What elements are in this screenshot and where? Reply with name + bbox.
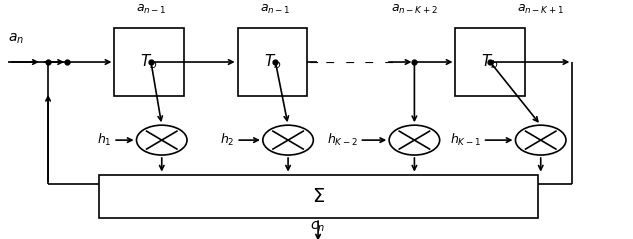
Text: $a_n$: $a_n$	[8, 32, 24, 46]
Ellipse shape	[263, 125, 313, 155]
Text: $-\ -\ -\ -\ -$: $-\ -\ -\ -\ -$	[308, 55, 394, 69]
Text: $c_n$: $c_n$	[310, 220, 325, 234]
Text: $a_{n-1}$: $a_{n-1}$	[135, 3, 166, 16]
Ellipse shape	[515, 125, 566, 155]
Text: $a_{n-K+2}$: $a_{n-K+2}$	[391, 3, 438, 16]
Bar	[99, 174, 537, 218]
Text: $T_b$: $T_b$	[263, 53, 281, 71]
Text: $h_2$: $h_2$	[220, 132, 234, 148]
Text: $h_{K-2}$: $h_{K-2}$	[327, 132, 358, 148]
Text: $T_b$: $T_b$	[482, 53, 499, 71]
Bar	[456, 27, 525, 97]
Text: $a_{n-1}$: $a_{n-1}$	[260, 3, 291, 16]
Text: $T_b$: $T_b$	[141, 53, 158, 71]
Text: $\Sigma$: $\Sigma$	[311, 187, 325, 206]
Text: $h_1$: $h_1$	[97, 132, 111, 148]
Text: $a_{n-K+1}$: $a_{n-K+1}$	[517, 3, 564, 16]
Ellipse shape	[389, 125, 440, 155]
Bar	[115, 27, 184, 97]
Bar	[237, 27, 307, 97]
Text: $h_{K-1}$: $h_{K-1}$	[449, 132, 480, 148]
Ellipse shape	[137, 125, 187, 155]
